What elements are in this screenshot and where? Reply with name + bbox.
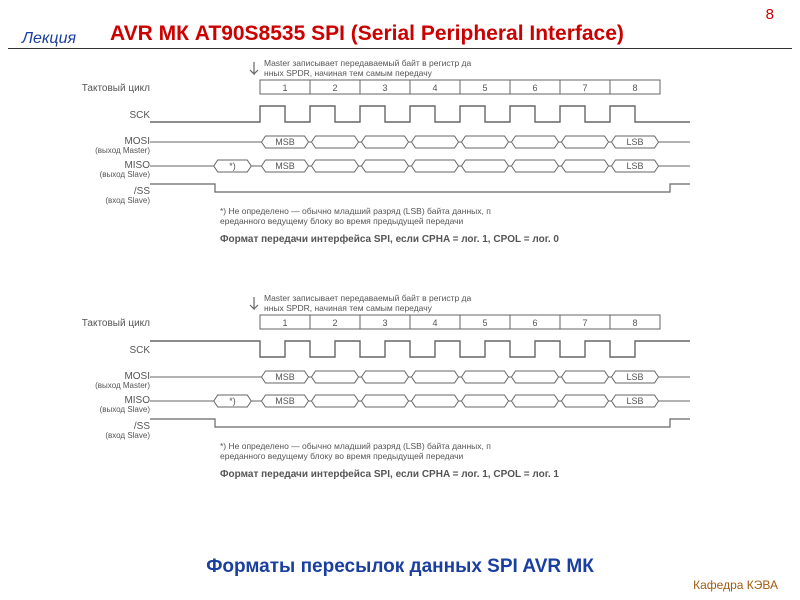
svg-text:(выход Slave): (выход Slave) [100,405,151,414]
timing-diagram: Master записывает передаваемый байт в ре… [0,50,800,550]
svg-text:2: 2 [332,83,337,93]
svg-text:7: 7 [582,83,587,93]
svg-text:*): *) [229,396,236,406]
svg-text:7: 7 [582,318,587,328]
svg-text:LSB: LSB [626,137,643,147]
svg-text:2: 2 [332,318,337,328]
svg-text:4: 4 [432,318,437,328]
svg-text:Тактовый цикл: Тактовый цикл [82,83,150,94]
svg-text:SCK: SCK [129,345,150,356]
svg-text:Тактовый цикл: Тактовый цикл [82,318,150,329]
svg-text:5: 5 [482,318,487,328]
svg-text:MSB: MSB [275,137,295,147]
page-title: AVR МК AT90S8535 SPI (Serial Peripheral … [110,22,624,46]
svg-text:6: 6 [532,318,537,328]
svg-text:5: 5 [482,83,487,93]
svg-text:*) Не определено — обычно млад: *) Не определено — обычно младший разряд… [220,206,491,226]
lecture-label: Лекция [22,30,76,48]
svg-text:LSB: LSB [626,372,643,382]
svg-text:8: 8 [632,83,637,93]
svg-text:(выход Master): (выход Master) [95,146,150,155]
svg-text:Master записывает передаваемый: Master записывает передаваемый байт в ре… [264,58,472,78]
svg-text:3: 3 [382,83,387,93]
svg-text:8: 8 [632,318,637,328]
svg-text:MSB: MSB [275,372,295,382]
svg-text:6: 6 [532,83,537,93]
subtitle: Форматы пересылок данных SPI AVR МК [0,556,800,578]
svg-text:(выход Master): (выход Master) [95,381,150,390]
svg-text:(вход Slave): (вход Slave) [105,431,150,440]
svg-text:LSB: LSB [626,161,643,171]
svg-text:Формат передачи интерфейса SPI: Формат передачи интерфейса SPI, если CPH… [220,468,559,480]
svg-text:1: 1 [282,83,287,93]
svg-text:4: 4 [432,83,437,93]
page-number: 8 [766,6,774,23]
svg-text:*): *) [229,161,236,171]
svg-text:*) Не определено — обычно млад: *) Не определено — обычно младший разряд… [220,441,491,461]
svg-text:(выход Slave): (выход Slave) [100,170,151,179]
department-label: Кафедра КЭВА [693,578,778,592]
svg-text:3: 3 [382,318,387,328]
svg-text:Master записывает передаваемый: Master записывает передаваемый байт в ре… [264,293,472,313]
svg-text:1: 1 [282,318,287,328]
svg-text:LSB: LSB [626,396,643,406]
svg-text:Формат передачи интерфейса SPI: Формат передачи интерфейса SPI, если CPH… [220,233,559,245]
svg-text:MSB: MSB [275,396,295,406]
header-rule [8,48,792,49]
svg-text:MSB: MSB [275,161,295,171]
svg-text:(вход Slave): (вход Slave) [105,196,150,205]
svg-text:SCK: SCK [129,110,150,121]
